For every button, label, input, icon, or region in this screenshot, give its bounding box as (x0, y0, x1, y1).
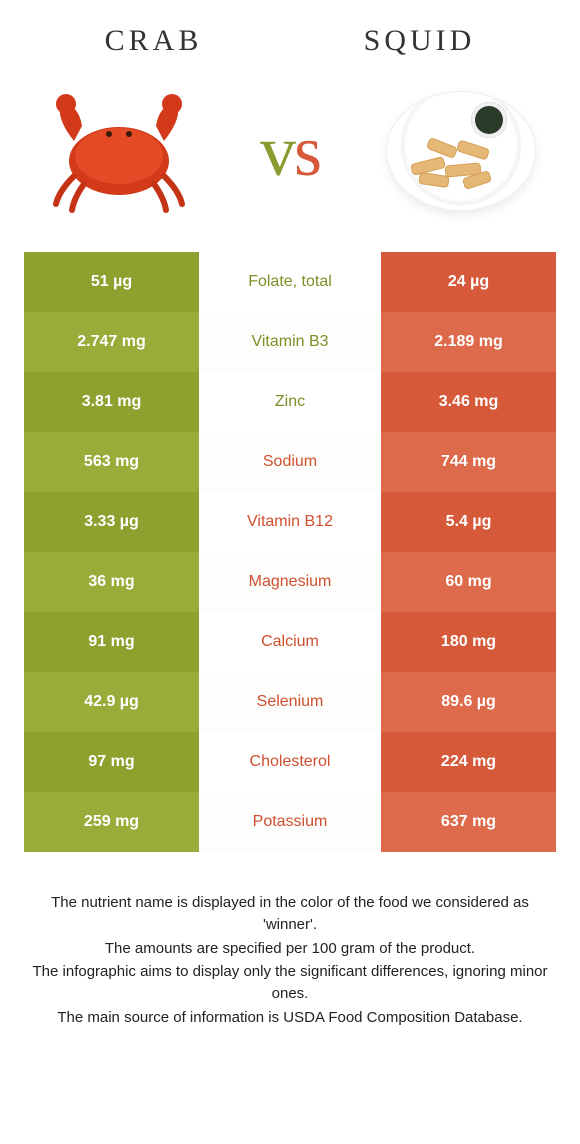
hero-row: vs (24, 86, 556, 252)
title-right: Squid (364, 24, 476, 58)
nutrient-name: Magnesium (199, 552, 381, 612)
squid-value: 5.4 µg (381, 492, 556, 552)
nutrient-name: Calcium (199, 612, 381, 672)
nutrient-name: Folate, total (199, 252, 381, 312)
table-row: 563 mgSodium744 mg (24, 432, 556, 492)
footnote-line: The infographic aims to display only the… (28, 961, 552, 1005)
nutrient-name: Vitamin B3 (199, 312, 381, 372)
crab-value: 42.9 µg (24, 672, 199, 732)
nutrient-name: Zinc (199, 372, 381, 432)
squid-value: 180 mg (381, 612, 556, 672)
nutrient-name: Vitamin B12 (199, 492, 381, 552)
footnotes: The nutrient name is displayed in the co… (24, 892, 556, 1029)
header-titles: Crab Squid (24, 24, 556, 58)
squid-value: 3.46 mg (381, 372, 556, 432)
squid-value: 637 mg (381, 792, 556, 852)
squid-value: 2.189 mg (381, 312, 556, 372)
crab-value: 259 mg (24, 792, 199, 852)
table-row: 51 µgFolate, total24 µg (24, 252, 556, 312)
vs-label: vs (260, 110, 320, 193)
crab-value: 3.81 mg (24, 372, 199, 432)
table-row: 42.9 µgSelenium89.6 µg (24, 672, 556, 732)
footnote-line: The amounts are specified per 100 gram o… (28, 938, 552, 960)
table-row: 36 mgMagnesium60 mg (24, 552, 556, 612)
table-row: 97 mgCholesterol224 mg (24, 732, 556, 792)
title-left: Crab (105, 24, 203, 58)
crab-value: 563 mg (24, 432, 199, 492)
table-row: 3.33 µgVitamin B125.4 µg (24, 492, 556, 552)
footnote-line: The main source of information is USDA F… (28, 1007, 552, 1029)
nutrient-name: Potassium (199, 792, 381, 852)
crab-value: 3.33 µg (24, 492, 199, 552)
table-row: 2.747 mgVitamin B32.189 mg (24, 312, 556, 372)
crab-value: 97 mg (24, 732, 199, 792)
crab-image (34, 86, 204, 216)
crab-value: 2.747 mg (24, 312, 199, 372)
table-row: 91 mgCalcium180 mg (24, 612, 556, 672)
squid-image (376, 86, 546, 216)
squid-value: 60 mg (381, 552, 556, 612)
table-row: 259 mgPotassium637 mg (24, 792, 556, 852)
crab-value: 51 µg (24, 252, 199, 312)
squid-value: 224 mg (381, 732, 556, 792)
nutrient-name: Selenium (199, 672, 381, 732)
nutrient-name: Cholesterol (199, 732, 381, 792)
footnote-line: The nutrient name is displayed in the co… (28, 892, 552, 936)
nutrient-name: Sodium (199, 432, 381, 492)
crab-value: 36 mg (24, 552, 199, 612)
table-row: 3.81 mgZinc3.46 mg (24, 372, 556, 432)
crab-value: 91 mg (24, 612, 199, 672)
squid-value: 24 µg (381, 252, 556, 312)
squid-value: 89.6 µg (381, 672, 556, 732)
squid-value: 744 mg (381, 432, 556, 492)
nutrient-table: 51 µgFolate, total24 µg2.747 mgVitamin B… (24, 252, 556, 852)
